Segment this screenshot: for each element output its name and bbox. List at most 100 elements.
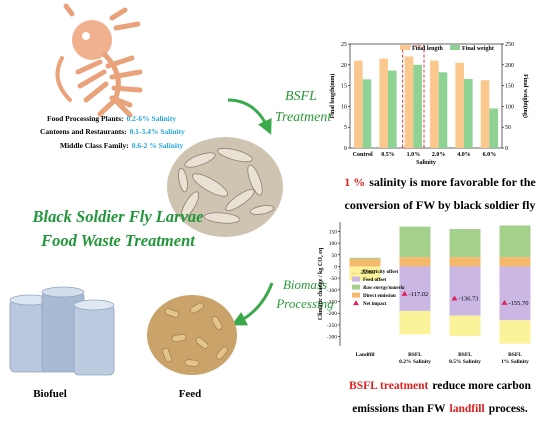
finding-text: process.	[489, 403, 528, 415]
legend-label: Electricity offset	[363, 270, 398, 275]
svg-text:Middle Class Family:0.6-2 % Sa: Middle Class Family: 0.6-2 % Salinity	[60, 141, 183, 150]
highlight-text: landfill	[450, 403, 485, 415]
legend-swatch	[352, 284, 360, 290]
net-marker	[501, 299, 508, 305]
main-title: Black Soldier Fly Larvae Food Waste Trea…	[32, 207, 204, 250]
x-tick-label: 2.0%	[432, 152, 446, 158]
larvae-photo	[167, 137, 283, 237]
bar	[455, 62, 464, 148]
source-label: Middle Class Family:	[60, 141, 129, 150]
y-axis-title: Climatic change / kg CO₂ eq	[318, 247, 324, 320]
treatment-label: BSFL Treatment	[275, 89, 332, 125]
bar	[379, 58, 388, 149]
x-tick-label: 6.0%	[483, 152, 497, 158]
net-marker	[451, 295, 458, 301]
y-tick-label: -100	[327, 288, 337, 294]
plot-frame	[349, 43, 503, 149]
y-tick-label: -200	[327, 311, 337, 317]
bar-segment	[499, 266, 531, 321]
source-salinity: 0.2-6% Salinity	[127, 114, 177, 123]
bar	[388, 70, 397, 148]
finding-text: salinity is more favorable for the	[369, 175, 536, 189]
legend-label: Raw energy/materia	[363, 286, 405, 291]
y-tick-label: 20	[341, 63, 347, 69]
finding-text: reduce more carbon	[432, 380, 531, 392]
y-tick-label: 10	[341, 104, 347, 110]
bar-segment	[399, 266, 431, 311]
bar-segment	[349, 257, 381, 259]
bar-segment	[449, 266, 481, 316]
finding-text: conversion of FW by black soldier fly	[345, 198, 536, 212]
arrow	[227, 98, 272, 135]
y-tick-label: 25	[341, 42, 347, 48]
bar	[430, 60, 439, 148]
svg-text:1 %salinity is more favorable: 1 % salinity is more favorable for the	[344, 175, 536, 189]
bar-segment	[399, 226, 431, 258]
y2-tick-label: 0	[505, 146, 508, 152]
legend-swatch	[400, 45, 410, 50]
legend-label: Feed offset	[363, 278, 387, 283]
bar-segment	[499, 320, 531, 344]
y2-tick-label: 250	[505, 42, 514, 48]
finding-salinity: 1 % salinity is more favorable for the co…	[344, 175, 536, 212]
treatment-text: BSFL	[285, 89, 317, 104]
svg-text:Food Processing Plants:0.2-6%: Food Processing Plants: 0.2-6% Salinity	[47, 114, 176, 123]
x-axis-title: Salinity	[416, 160, 436, 166]
pellets-photo	[147, 295, 237, 375]
x-tick-label: BSFL 0.2% Salinity	[399, 352, 431, 365]
bar-segment	[499, 225, 531, 258]
legend-marker	[353, 300, 359, 306]
y2-tick-label: 150	[505, 84, 514, 90]
y2-tick-label: 200	[505, 63, 514, 69]
net-value-label: -155.70	[509, 300, 529, 307]
x-tick-label: Landfill	[355, 352, 375, 358]
legend-swatch	[352, 292, 360, 298]
drums-photo	[9, 286, 115, 376]
y-tick-label: -150	[327, 300, 337, 306]
title-line: Black Soldier Fly Larvae	[32, 207, 204, 226]
y2-tick-label: 100	[505, 104, 514, 110]
y-tick-label: 0	[344, 146, 347, 152]
y-tick-label: 100	[329, 241, 338, 247]
y-tick-label: 150	[329, 229, 338, 235]
bar	[413, 64, 422, 148]
bar	[489, 108, 498, 148]
legend-swatch	[352, 268, 360, 274]
bar	[480, 80, 490, 148]
y-tick-label: 0	[334, 264, 337, 270]
y-tick-label: -250	[327, 323, 337, 329]
y-tick-label: 50	[332, 253, 338, 259]
bar-segment	[399, 257, 431, 267]
legend-swatch	[352, 276, 360, 282]
processing-text: Biomass	[283, 277, 327, 292]
x-tick-label: 4.0%	[457, 152, 471, 158]
processing-text: Processing	[275, 296, 334, 311]
product-label: Feed	[179, 388, 202, 400]
title-line: Food Waste Treatment	[40, 231, 195, 250]
bar-segment	[449, 257, 481, 267]
y2-tick-label: 50	[505, 125, 511, 131]
net-value-label: -22.80	[359, 269, 376, 276]
bar	[354, 60, 363, 148]
legend-label: Net impact	[363, 302, 387, 307]
processing-label: Biomass Processing	[275, 277, 334, 311]
finding-emission: BSFL treatment reduce more carbon emissio…	[349, 380, 532, 415]
y-axis-title: Final length(mm)	[329, 74, 336, 119]
bar-segment	[349, 258, 381, 267]
highlight-box	[402, 45, 425, 149]
net-marker	[401, 290, 408, 296]
y-tick-label: -300	[327, 335, 337, 341]
bar-segment	[449, 229, 481, 258]
bar	[404, 56, 414, 149]
source-salinity: 0.1-3.4% Salinity	[130, 127, 185, 136]
source-label: Food Processing Plants:	[47, 114, 124, 123]
x-tick-label: BSFL 1% Salinity	[501, 352, 529, 365]
bar	[464, 78, 473, 148]
bar-segment	[449, 315, 481, 336]
net-value-label: -136.73	[459, 295, 479, 302]
y-tick-label: -50	[330, 276, 338, 282]
